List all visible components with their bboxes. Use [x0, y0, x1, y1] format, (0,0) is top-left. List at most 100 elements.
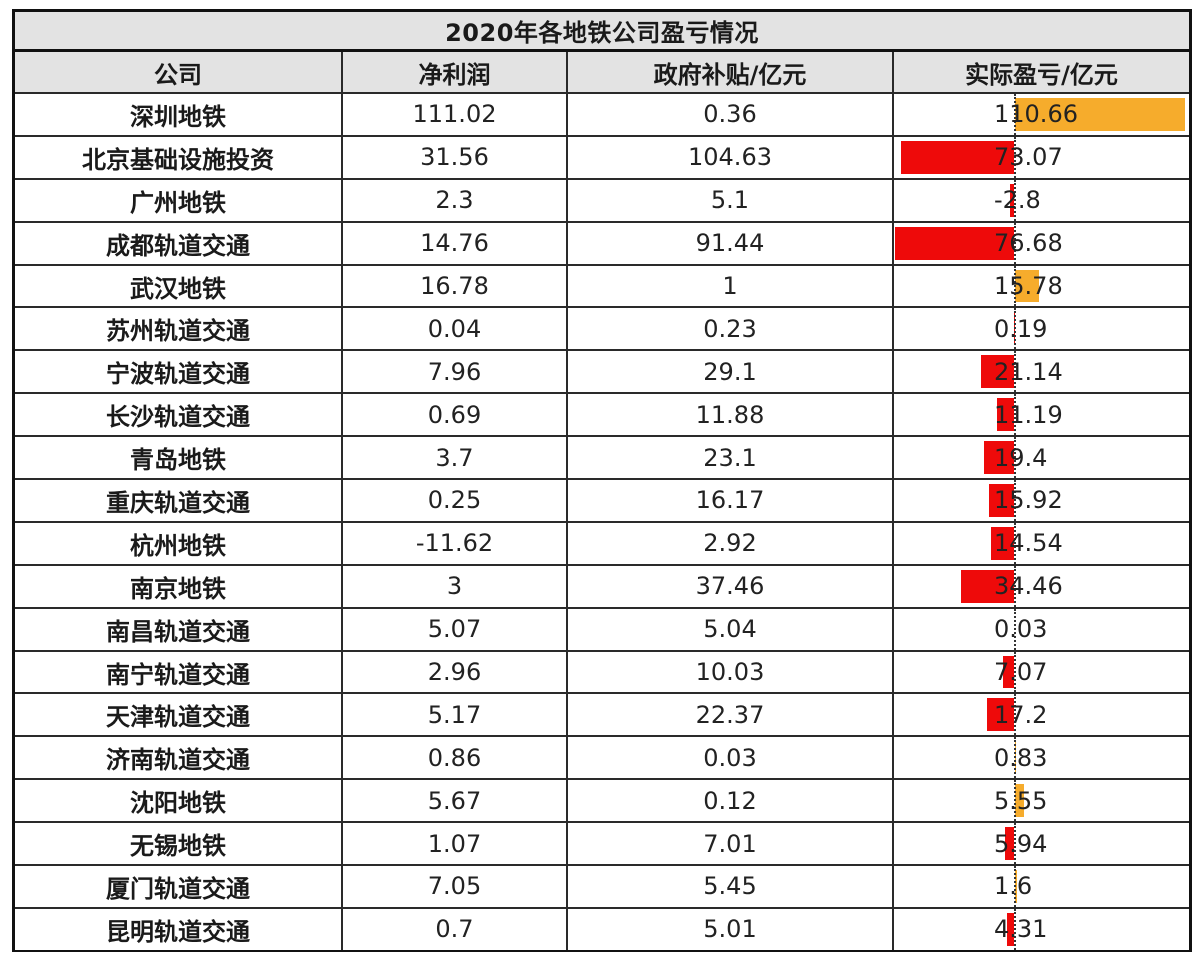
- data-bar-axis: [1014, 351, 1016, 393]
- net-profit-cell: -11.62: [343, 522, 568, 564]
- data-bar: [1004, 827, 1014, 861]
- company-cell: 济南轨道交通: [15, 737, 343, 779]
- table-row: 武汉地铁 16.78 1 15.78: [15, 265, 1189, 309]
- data-bar-axis: [1014, 522, 1016, 564]
- actual-cell: 7.07: [894, 651, 1189, 693]
- data-bar: [900, 140, 1014, 174]
- actual-cell: 1.6: [894, 866, 1189, 907]
- header-subsidy: 政府补贴/亿元: [568, 52, 894, 92]
- actual-value: 14.54: [994, 529, 1063, 558]
- company-cell: 武汉地铁: [15, 265, 343, 307]
- header-company: 公司: [15, 52, 343, 92]
- actual-value: 0.19: [994, 314, 1048, 343]
- data-bar-axis: [1014, 780, 1016, 822]
- subsidy-cell: 0.03: [568, 737, 894, 779]
- data-bar: [1015, 784, 1024, 818]
- net-profit-cell: 5.07: [343, 608, 568, 650]
- actual-cell: 21.14: [894, 351, 1189, 393]
- net-profit-cell: 2.96: [343, 651, 568, 693]
- subsidy-cell: 0.36: [568, 94, 894, 135]
- data-bar: [895, 226, 1014, 260]
- subsidy-cell: 0.12: [568, 780, 894, 822]
- table-row: 济南轨道交通 0.86 0.03 0.83: [15, 737, 1189, 781]
- data-bar-axis: [1014, 136, 1016, 178]
- company-cell: 厦门轨道交通: [15, 866, 343, 907]
- data-bar: [989, 484, 1014, 517]
- data-bar: [1003, 655, 1014, 689]
- table-row: 南昌轨道交通 5.07 5.04 0.03: [15, 608, 1189, 652]
- subsidy-cell: 5.04: [568, 608, 894, 650]
- actual-value: 5.55: [994, 786, 1048, 815]
- company-cell: 长沙轨道交通: [15, 394, 343, 436]
- subsidy-cell: 10.03: [568, 651, 894, 693]
- table-row: 天津轨道交通 5.17 22.37 17.2: [15, 694, 1189, 738]
- subsidy-cell: 29.1: [568, 351, 894, 393]
- table-row: 南宁轨道交通 2.96 10.03 7.07: [15, 651, 1189, 695]
- actual-value: 15.92: [994, 486, 1063, 515]
- actual-value: 0.03: [994, 615, 1048, 644]
- actual-value: 21.14: [994, 357, 1063, 386]
- net-profit-cell: 0.7: [343, 908, 568, 950]
- data-bar-axis: [1014, 179, 1016, 221]
- subsidy-cell: 5.01: [568, 908, 894, 950]
- company-cell: 青岛地铁: [15, 437, 343, 479]
- actual-cell: 76.68: [894, 222, 1189, 264]
- table-row: 无锡地铁 1.07 7.01 5.94: [15, 823, 1189, 867]
- actual-cell: 73.07: [894, 136, 1189, 178]
- net-profit-cell: 0.69: [343, 394, 568, 436]
- table-row: 宁波轨道交通 7.96 29.1 21.14: [15, 351, 1189, 395]
- table-row: 重庆轨道交通 0.25 16.17 15.92: [15, 480, 1189, 523]
- actual-value: -2.8: [994, 186, 1041, 215]
- subsidy-cell: 22.37: [568, 694, 894, 736]
- table-row: 厦门轨道交通 7.05 5.45 1.6: [15, 866, 1189, 909]
- company-cell: 沈阳地铁: [15, 780, 343, 822]
- net-profit-cell: 5.17: [343, 694, 568, 736]
- company-cell: 南宁轨道交通: [15, 651, 343, 693]
- table-row: 长沙轨道交通 0.69 11.88 11.19: [15, 394, 1189, 438]
- table-row: 南京地铁 3 37.46 34.46: [15, 565, 1189, 609]
- data-bar-axis: [1014, 565, 1016, 607]
- company-cell: 成都轨道交通: [15, 222, 343, 264]
- company-cell: 南昌轨道交通: [15, 608, 343, 650]
- data-bar-axis: [1014, 737, 1016, 779]
- data-bar: [1015, 269, 1040, 303]
- actual-cell: 34.46: [894, 565, 1189, 607]
- data-bar-axis: [1014, 308, 1016, 350]
- subsidy-cell: 7.01: [568, 823, 894, 865]
- data-bar: [1007, 912, 1014, 946]
- actual-value: 34.46: [994, 572, 1063, 601]
- net-profit-cell: 7.96: [343, 351, 568, 393]
- subsidy-cell: 5.1: [568, 179, 894, 221]
- table-row: 苏州轨道交通 0.04 0.23 0.19: [15, 308, 1189, 352]
- actual-value: 15.78: [994, 272, 1063, 300]
- table-row: 北京基础设施投资 31.56 104.63 73.07: [15, 136, 1189, 180]
- actual-cell: 5.94: [894, 823, 1189, 865]
- company-cell: 宁波轨道交通: [15, 351, 343, 393]
- subsidy-cell: 37.46: [568, 565, 894, 607]
- table-title: 2020年各地铁公司盈亏情况: [15, 12, 1189, 52]
- data-bar: [960, 569, 1014, 603]
- actual-cell: 19.4: [894, 437, 1189, 479]
- company-cell: 深圳地铁: [15, 94, 343, 135]
- actual-cell: 0.03: [894, 608, 1189, 650]
- data-bar-axis: [1014, 866, 1016, 907]
- subsidy-cell: 0.23: [568, 308, 894, 350]
- data-bar-axis: [1014, 437, 1016, 479]
- actual-value: 11.19: [994, 400, 1063, 429]
- company-cell: 昆明轨道交通: [15, 908, 343, 950]
- actual-cell: 15.92: [894, 480, 1189, 521]
- actual-cell: 0.19: [894, 308, 1189, 350]
- data-bar: [1015, 870, 1018, 903]
- data-bar-axis: [1014, 222, 1016, 264]
- data-bar-axis: [1014, 608, 1016, 650]
- actual-cell: 14.54: [894, 522, 1189, 564]
- data-bar-axis: [1014, 651, 1016, 693]
- actual-value: 110.66: [994, 100, 1078, 129]
- data-bar-axis: [1014, 480, 1016, 521]
- actual-value: 5.94: [994, 829, 1048, 858]
- net-profit-cell: 7.05: [343, 866, 568, 907]
- header-actual: 实际盈亏/亿元: [965, 60, 1118, 89]
- net-profit-cell: 14.76: [343, 222, 568, 264]
- actual-value: 76.68: [994, 229, 1063, 258]
- profit-loss-table: 2020年各地铁公司盈亏情况 公司 净利润 政府补贴/亿元 实际盈亏/亿元 深圳…: [12, 9, 1192, 952]
